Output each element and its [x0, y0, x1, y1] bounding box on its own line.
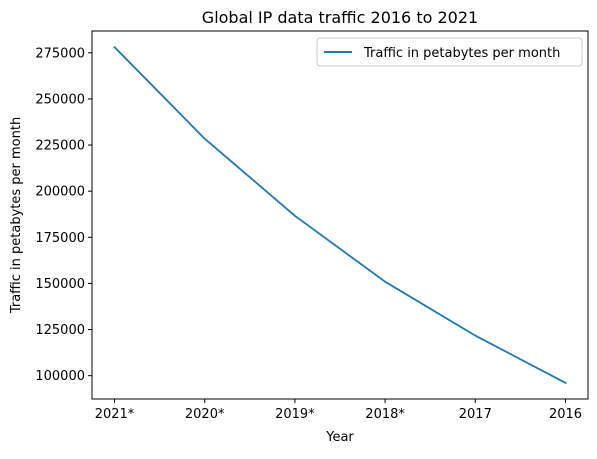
chart-title: Global IP data traffic 2016 to 2021 [202, 8, 478, 27]
x-tick-label: 2016 [549, 407, 582, 422]
x-tick-label: 2018* [365, 407, 405, 422]
y-tick-label: 250000 [35, 92, 85, 107]
x-axis-ticks: 2021* 2020* 2019* 2018* 2017 2016 [95, 399, 582, 422]
legend: Traffic in petabytes per month [316, 37, 583, 67]
y-tick-label: 225000 [35, 139, 85, 154]
data-point [203, 137, 206, 140]
data-point [384, 280, 387, 283]
data-point [293, 214, 296, 217]
series-layer [113, 45, 567, 385]
legend-frame [316, 37, 583, 67]
y-tick-label: 275000 [35, 46, 85, 61]
x-axis-label: Year [325, 430, 354, 445]
y-axis-ticks: 100000 125000 150000 175000 200000 225000 2500… [35, 46, 92, 384]
series-line [113, 45, 567, 385]
y-tick-label: 150000 [35, 277, 85, 292]
x-tick-label: 2017 [459, 407, 492, 422]
data-point [564, 381, 567, 384]
y-tick-label: 200000 [35, 185, 85, 200]
plot-area [92, 31, 588, 399]
plot-frame [91, 30, 589, 400]
y-tick-label: 175000 [35, 231, 85, 246]
data-point [474, 334, 477, 337]
y-axis-label: Traffic in petabytes per month [9, 117, 24, 314]
y-tick-label: 100000 [35, 369, 85, 384]
x-tick-label: 2020* [185, 407, 225, 422]
y-tick-label: 125000 [35, 323, 85, 338]
data-point [113, 46, 116, 49]
x-tick-label: 2019* [275, 407, 315, 422]
legend-label: Traffic in petabytes per month [363, 46, 560, 61]
x-tick-label: 2021* [95, 407, 135, 422]
